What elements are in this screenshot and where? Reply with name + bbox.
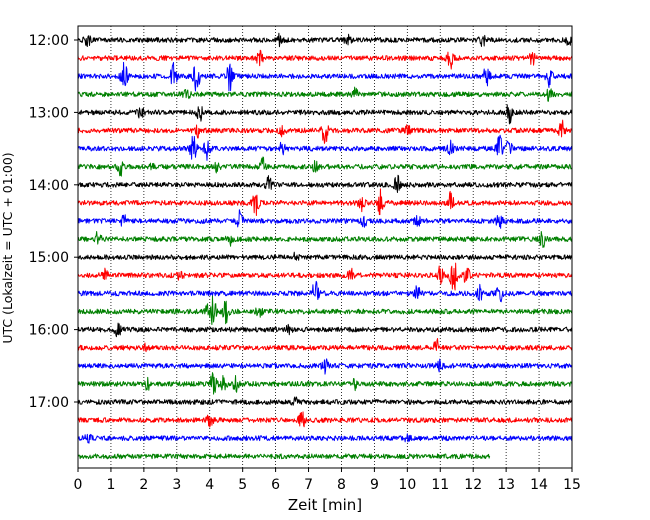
seismogram-trace [77,295,573,326]
x-tick-label: 10 [398,477,416,493]
seismogram-trace [77,231,573,248]
seismogram-trace [77,119,573,144]
y-tick-label: 13:00 [29,105,69,121]
x-tick-label: 2 [139,477,148,493]
x-tick-label: 4 [205,477,214,493]
x-tick-label: 6 [271,477,280,493]
x-tick-label: 1 [106,477,115,493]
x-tick-label: 13 [497,477,515,493]
y-axis-ticks: 12:00 13:00 14:00 15:00 16:00 17:00 [29,33,78,411]
seismogram-trace [77,280,573,303]
y-axis-label: UTC (Lokalzeit = UTC + 01:00) [0,152,15,343]
x-axis-label: Zeit [min] [288,496,362,514]
seismogram-trace [77,134,573,161]
y-tick-label: 17:00 [29,395,69,411]
seismogram-trace [77,322,573,338]
seismogram-trace [77,251,573,261]
helicorder-traces [77,32,573,460]
x-tick-label: 8 [337,477,346,493]
x-axis-ticks: 0 1 2 3 4 5 6 7 8 9 10 11 12 13 14 15 [74,468,581,493]
plot-frame [77,25,573,469]
seismogram-trace [77,104,573,125]
seismogram-trace [77,262,573,291]
seismogram-trace [77,209,573,229]
seismogram-trace [77,188,573,217]
seismogram-trace [77,338,573,353]
x-tick-label: 9 [370,477,379,493]
x-tick-label: 14 [530,477,548,493]
x-tick-label: 15 [563,477,581,493]
seismogram-trace [77,372,573,395]
y-tick-label: 15:00 [29,250,69,266]
seismogram-trace [77,156,573,177]
y-tick-label: 12:00 [29,33,69,49]
x-tick-label: 0 [74,477,83,493]
seismogram-trace [77,49,573,70]
seismogram-trace [77,358,573,375]
x-tick-label: 11 [431,477,449,493]
seismogram-trace [77,86,573,102]
x-tick-label: 12 [464,477,482,493]
seismogram-trace [77,433,573,444]
y-tick-label: 16:00 [29,323,69,339]
seismogram-trace [77,396,573,406]
seismogram-trace [77,174,573,193]
seismogram-trace [77,32,573,48]
x-tick-label: 5 [238,477,247,493]
seismogram-trace [77,453,491,460]
x-tick-label: 7 [304,477,313,493]
seismogram-trace [77,411,573,428]
x-tick-label: 3 [172,477,181,493]
y-tick-label: 14:00 [29,178,69,194]
seismogram-trace [77,61,573,92]
